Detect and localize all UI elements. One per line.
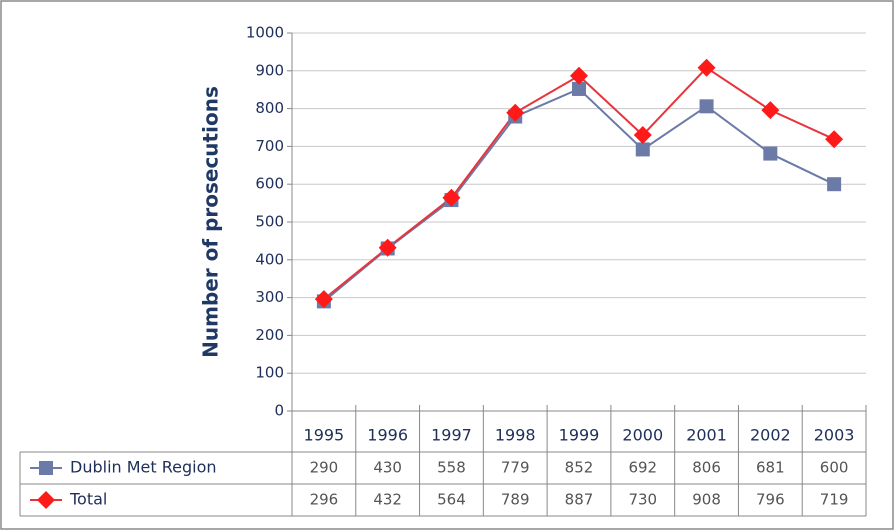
marker — [570, 66, 588, 85]
y-tick-label: 100 — [255, 364, 284, 382]
marker — [635, 142, 650, 157]
x-tick-label: 2001 — [686, 426, 727, 445]
table-value: 887 — [565, 491, 594, 509]
table-value: 719 — [820, 491, 849, 509]
x-tick-label: 1996 — [367, 426, 408, 445]
marker — [442, 188, 461, 207]
marker — [633, 126, 652, 145]
legend-label: Dublin Met Region — [70, 458, 217, 477]
y-tick-label: 700 — [255, 137, 284, 155]
y-tick-label: 0 — [274, 402, 284, 420]
table-value: 296 — [310, 491, 339, 509]
x-tick-label: 1998 — [495, 426, 536, 445]
table-value: 692 — [628, 459, 657, 477]
marker — [506, 103, 525, 122]
y-tick-label: 600 — [255, 175, 284, 193]
marker — [314, 290, 333, 309]
marker — [761, 101, 780, 120]
x-tick-label: 1999 — [559, 426, 600, 445]
y-tick-label: 400 — [255, 250, 284, 268]
table-value: 730 — [628, 491, 657, 509]
y-tick-label: 900 — [255, 61, 284, 79]
table-value: 908 — [692, 491, 721, 509]
table-value: 432 — [373, 491, 402, 509]
table-value: 558 — [437, 459, 466, 477]
marker — [697, 58, 716, 77]
y-tick-label: 200 — [255, 326, 284, 344]
table-value: 779 — [501, 459, 530, 477]
y-axis-label: Number of prosecutions — [199, 86, 223, 358]
x-tick-label: 1995 — [304, 426, 345, 445]
y-tick-label: 1000 — [246, 24, 284, 42]
y-tick-label: 800 — [255, 99, 284, 117]
marker — [39, 461, 53, 475]
x-tick-label: 1997 — [431, 426, 472, 445]
marker — [825, 130, 844, 149]
marker — [699, 99, 714, 114]
table-value: 852 — [565, 459, 594, 477]
marker — [763, 146, 778, 161]
table-value: 564 — [437, 491, 466, 509]
table-value: 430 — [373, 459, 402, 477]
table-value: 290 — [310, 459, 339, 477]
table-value: 789 — [501, 491, 530, 509]
table-value: 600 — [820, 459, 849, 477]
y-tick-label: 300 — [255, 288, 284, 306]
marker — [572, 81, 586, 96]
marker — [37, 491, 55, 509]
table-value: 681 — [756, 459, 785, 477]
table-value: 796 — [756, 491, 785, 509]
marker — [378, 238, 397, 257]
y-tick-label: 500 — [255, 213, 284, 231]
table-value: 806 — [692, 459, 721, 477]
x-tick-label: 2000 — [622, 426, 663, 445]
x-tick-label: 2003 — [814, 426, 855, 445]
legend-label: Total — [69, 490, 107, 509]
x-tick-label: 2002 — [750, 426, 791, 445]
marker — [827, 177, 842, 192]
